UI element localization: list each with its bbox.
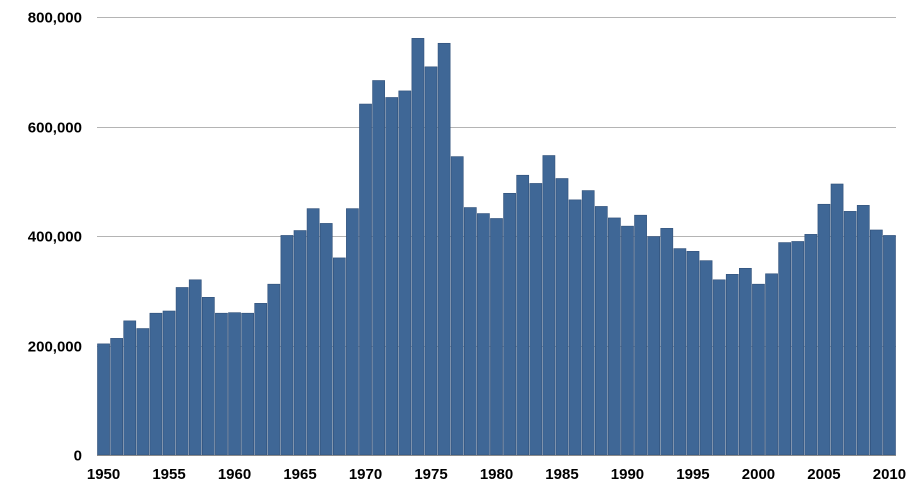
- bar-1992: [647, 236, 661, 456]
- bar-1953: [136, 328, 150, 456]
- y-tick-label: 0: [74, 448, 82, 465]
- bar-1991: [634, 214, 647, 456]
- bar-1999: [739, 267, 752, 456]
- bar-1965: [293, 230, 307, 456]
- bar-1993: [660, 228, 674, 456]
- bar-1986: [568, 199, 582, 456]
- bars: [97, 38, 896, 456]
- bar-1975: [424, 66, 438, 456]
- y-tick-label: 600,000: [28, 120, 82, 137]
- bar-1961: [241, 312, 254, 456]
- bar-1960: [228, 312, 241, 456]
- x-tick-label: 1995: [676, 466, 709, 483]
- bar-1997: [712, 279, 726, 456]
- bar-1998: [725, 274, 739, 456]
- bar-1966: [306, 208, 320, 456]
- bar-1988: [594, 206, 608, 456]
- bar-2004: [804, 234, 818, 456]
- x-tick-label: 1980: [480, 466, 513, 483]
- bar-1973: [398, 90, 412, 456]
- bar-1978: [463, 207, 477, 456]
- bar-1971: [372, 80, 385, 456]
- bar-2003: [791, 241, 805, 456]
- bar-1990: [621, 225, 634, 456]
- bar-1985: [555, 178, 569, 456]
- bar-1995: [686, 251, 700, 456]
- bar-1964: [280, 235, 294, 456]
- bar-1994: [673, 248, 687, 456]
- bar-2006: [830, 183, 844, 456]
- bar-2002: [778, 242, 792, 456]
- x-tick-label: 1950: [87, 466, 120, 483]
- bar-1967: [319, 223, 333, 456]
- bar-1950: [97, 343, 110, 456]
- bar-1955: [162, 310, 176, 456]
- bar-2001: [765, 273, 778, 456]
- bar-1952: [123, 320, 137, 456]
- bar-1958: [201, 297, 215, 456]
- x-tick-label: 1975: [414, 466, 447, 483]
- bar-2009: [869, 229, 883, 456]
- bar-1969: [346, 208, 359, 456]
- bar-2008: [856, 205, 870, 456]
- bar-1980: [490, 218, 503, 456]
- x-tick-label: 1985: [545, 466, 578, 483]
- x-tick-label: 1955: [152, 466, 185, 483]
- bar-1979: [477, 213, 490, 456]
- bar-1977: [450, 156, 464, 456]
- bar-1984: [542, 155, 556, 456]
- bar-1951: [110, 338, 123, 456]
- bar-2000: [752, 283, 765, 456]
- bar-1968: [332, 257, 346, 456]
- bar-1963: [267, 283, 281, 456]
- bar-1989: [608, 217, 621, 456]
- y-tick-labels: 0 200,000 400,000 600,000 800,000: [28, 10, 82, 465]
- bar-1976: [437, 42, 451, 456]
- x-tick-label: 2000: [742, 466, 775, 483]
- bar-2010: [883, 235, 896, 456]
- bar-1956: [175, 287, 189, 456]
- x-tick-labels: 1950 1955 1960 1965 1970 1975 1980 1985 1990 1995…: [87, 466, 906, 483]
- bar-1957: [188, 279, 202, 456]
- bar-1996: [699, 260, 713, 456]
- x-tick-label: 2010: [873, 466, 906, 483]
- bar-1981: [503, 192, 516, 456]
- bar-1974: [411, 38, 425, 456]
- y-tick-label: 800,000: [28, 10, 82, 27]
- bar-2005: [817, 203, 831, 456]
- x-tick-label: 1990: [611, 466, 644, 483]
- bar-2007: [843, 211, 857, 456]
- bar-1982: [516, 174, 530, 456]
- bar-1983: [529, 183, 543, 456]
- x-tick-label: 1965: [283, 466, 316, 483]
- x-tick-label: 1970: [349, 466, 382, 483]
- bar-1987: [581, 190, 595, 456]
- bar-1970: [359, 103, 372, 456]
- x-tick-label: 2005: [807, 466, 840, 483]
- bar-1954: [149, 312, 163, 456]
- bar-1962: [254, 303, 268, 456]
- bar-1959: [215, 312, 228, 456]
- y-tick-label: 400,000: [28, 229, 82, 246]
- y-tick-label: 200,000: [28, 339, 82, 356]
- x-tick-label: 1960: [218, 466, 251, 483]
- bar-1972: [385, 97, 399, 456]
